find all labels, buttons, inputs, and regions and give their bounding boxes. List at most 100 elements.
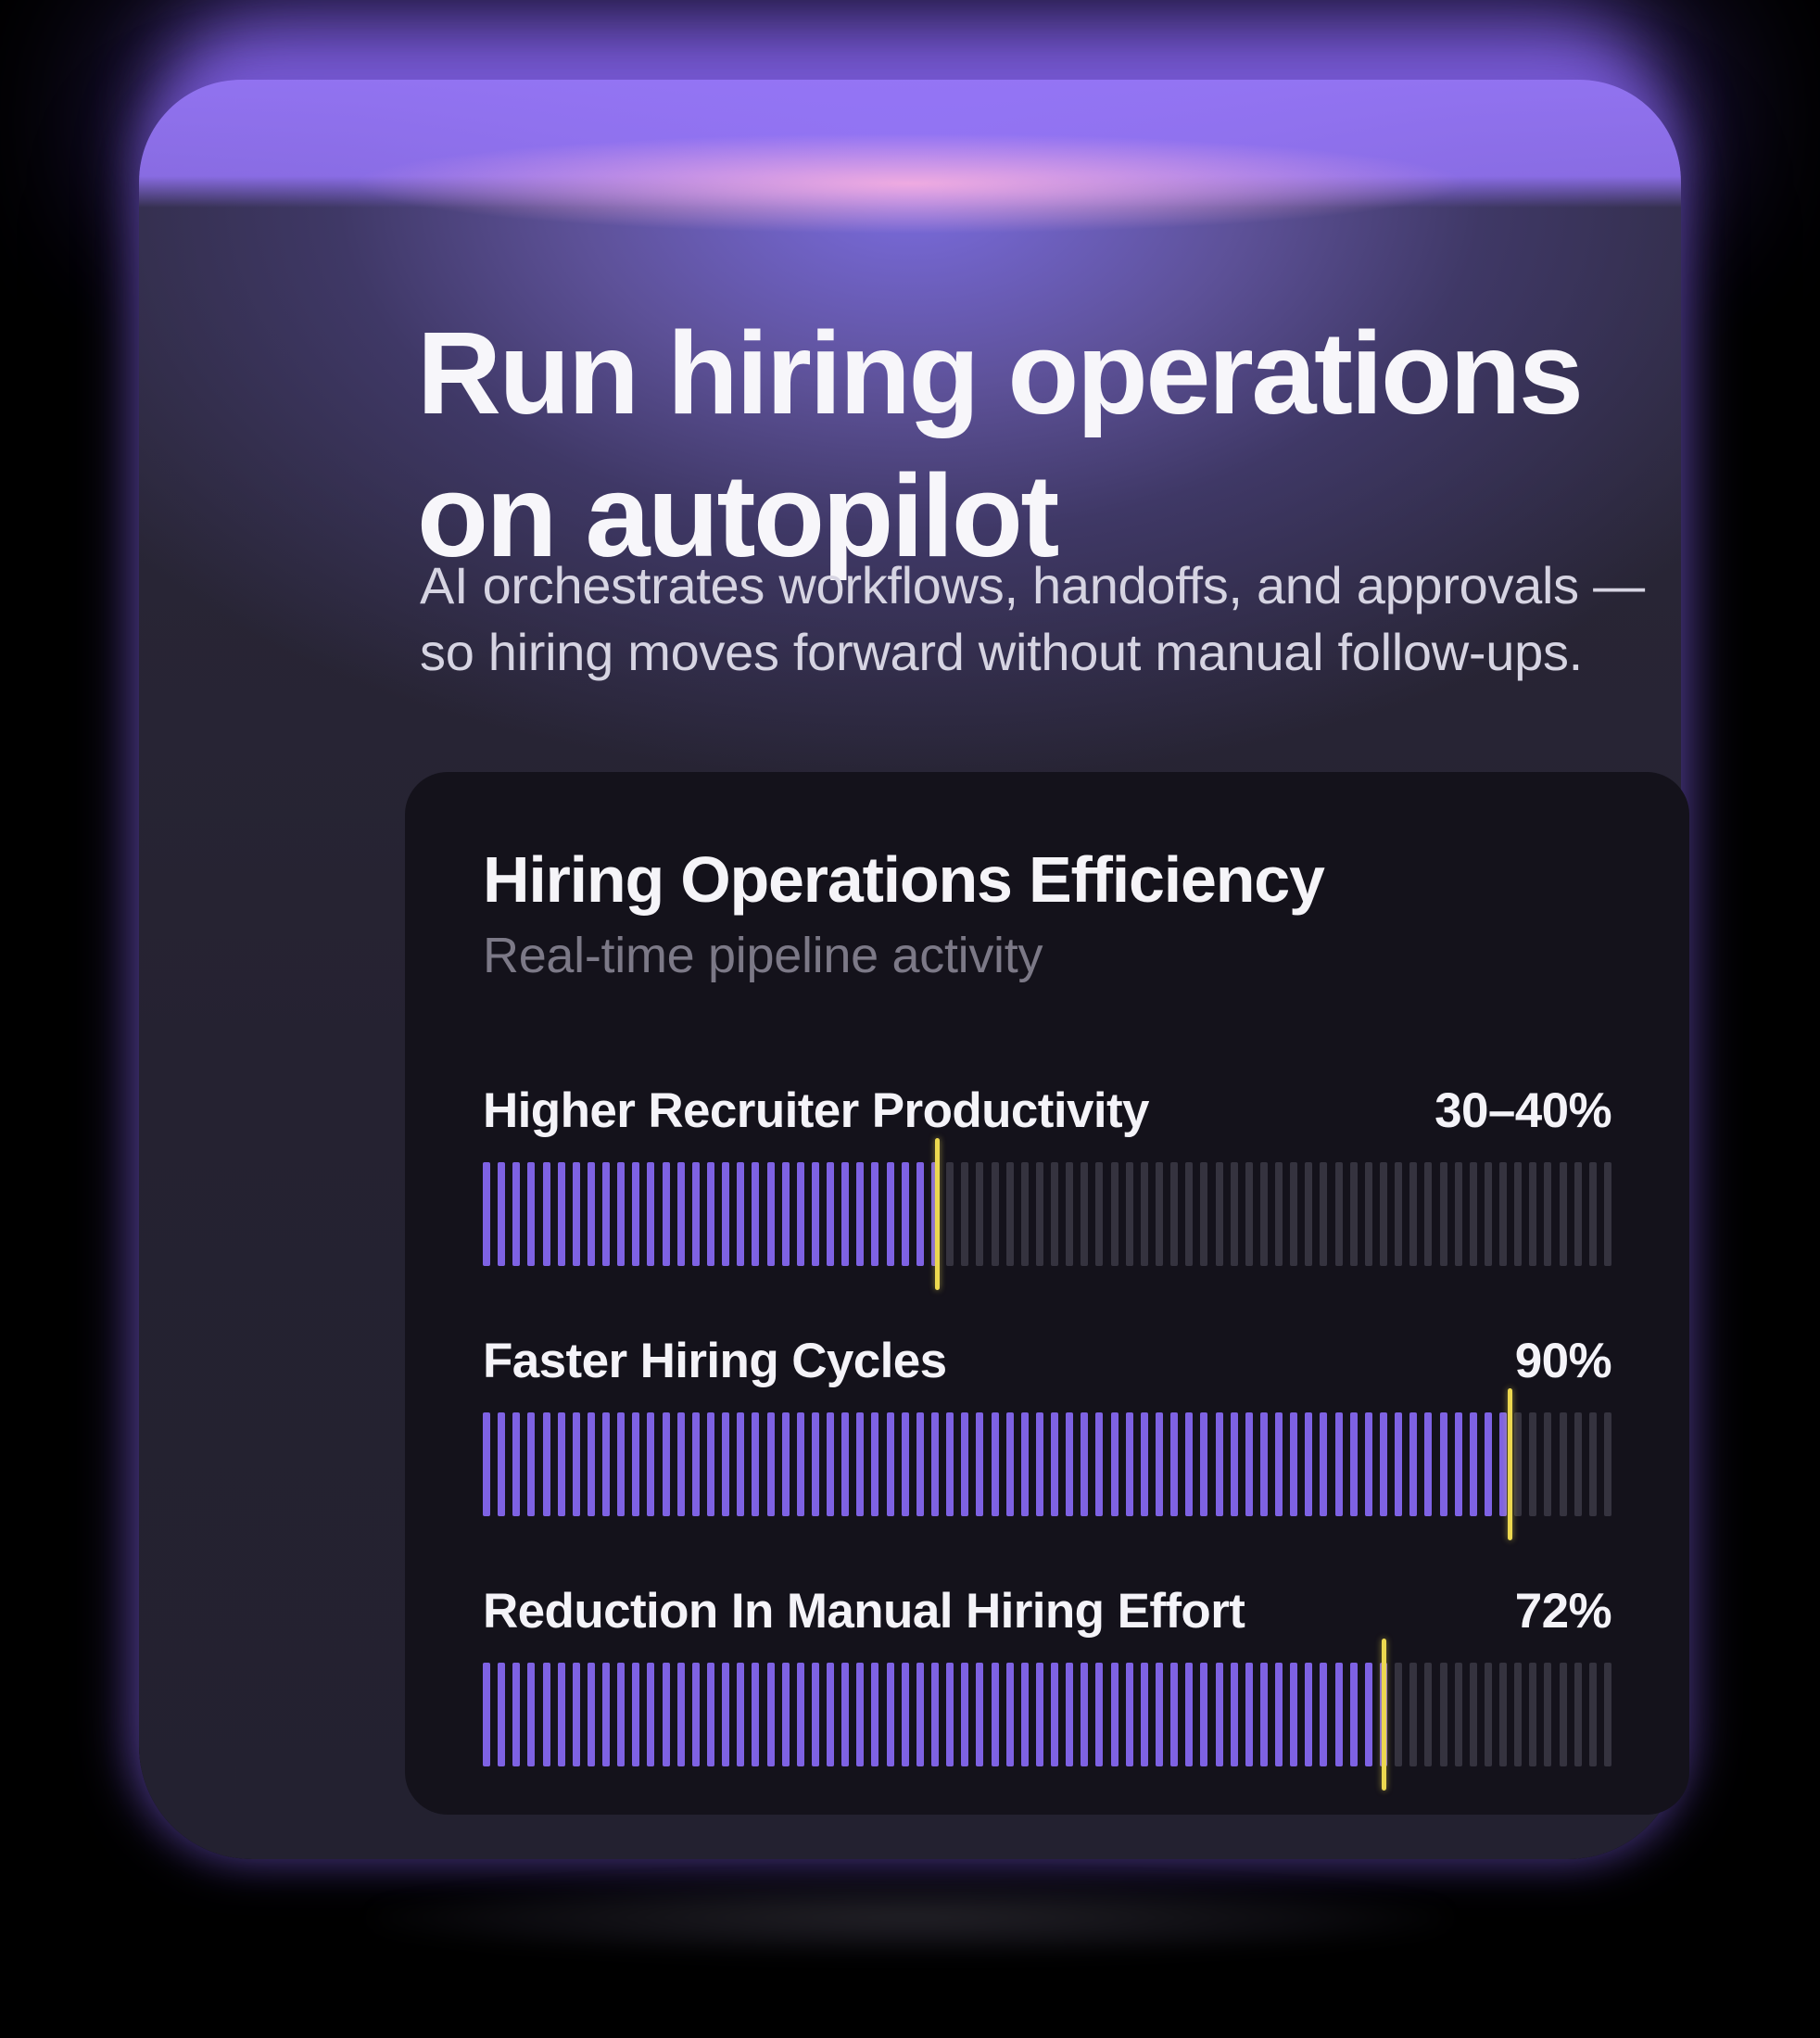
filled-tick: [1320, 1663, 1328, 1766]
empty-tick: [1349, 1162, 1358, 1266]
filled-tick: [841, 1162, 850, 1266]
filled-tick: [572, 1412, 580, 1516]
empty-tick: [1380, 1162, 1387, 1266]
empty-tick: [1588, 1162, 1597, 1266]
filled-tick: [1305, 1412, 1313, 1516]
filled-tick: [1170, 1663, 1179, 1766]
filled-tick: [617, 1162, 626, 1266]
filled-tick: [498, 1162, 506, 1266]
empty-tick: [1574, 1162, 1582, 1266]
filled-tick: [662, 1162, 670, 1266]
filled-tick: [856, 1412, 865, 1516]
empty-tick: [1424, 1663, 1433, 1766]
filled-tick: [1140, 1412, 1148, 1516]
filled-tick: [542, 1412, 550, 1516]
filled-tick: [557, 1412, 565, 1516]
filled-tick: [871, 1663, 879, 1766]
filled-tick: [1051, 1663, 1059, 1766]
filled-tick: [841, 1663, 850, 1766]
empty-tick: [1215, 1162, 1223, 1266]
filled-tick: [1110, 1663, 1119, 1766]
empty-tick: [1484, 1663, 1492, 1766]
filled-tick: [572, 1663, 580, 1766]
filled-tick: [961, 1412, 969, 1516]
filled-tick: [766, 1663, 775, 1766]
filled-tick: [676, 1412, 685, 1516]
filled-tick: [827, 1412, 835, 1516]
filled-tick: [707, 1162, 714, 1266]
filled-tick: [587, 1162, 595, 1266]
filled-tick: [976, 1663, 984, 1766]
filled-tick: [1066, 1412, 1074, 1516]
filled-tick: [1125, 1412, 1133, 1516]
filled-tick: [1020, 1412, 1029, 1516]
metric-bar: [483, 1388, 1611, 1540]
empty-tick: [1439, 1663, 1447, 1766]
filled-tick: [632, 1162, 640, 1266]
filled-tick: [796, 1412, 804, 1516]
filled-tick: [1320, 1412, 1328, 1516]
empty-tick: [1484, 1162, 1492, 1266]
filled-tick: [691, 1663, 700, 1766]
filled-tick: [1364, 1412, 1372, 1516]
filled-tick: [901, 1663, 909, 1766]
filled-tick: [916, 1663, 924, 1766]
filled-tick: [781, 1162, 790, 1266]
empty-tick: [976, 1162, 984, 1266]
empty-tick: [1290, 1162, 1298, 1266]
empty-tick: [1544, 1162, 1552, 1266]
filled-tick: [602, 1162, 611, 1266]
filled-tick: [1275, 1412, 1283, 1516]
filled-tick: [647, 1663, 655, 1766]
page-subtitle-line1: AI orchestrates workflows, handoffs, and…: [420, 556, 1645, 614]
empty-tick: [1066, 1162, 1074, 1266]
filled-tick: [1095, 1412, 1104, 1516]
filled-tick: [1125, 1663, 1133, 1766]
filled-tick: [1051, 1412, 1059, 1516]
empty-tick: [961, 1162, 969, 1266]
filled-tick: [1380, 1412, 1387, 1516]
filled-tick: [587, 1412, 595, 1516]
filled-tick: [1424, 1412, 1433, 1516]
filled-tick: [1035, 1412, 1043, 1516]
filled-tick: [1140, 1663, 1148, 1766]
device-frame: Run hiring operations on autopilot AI orc…: [139, 80, 1689, 1859]
empty-tick: [1604, 1412, 1611, 1516]
filled-tick: [512, 1162, 521, 1266]
empty-tick: [1081, 1162, 1089, 1266]
empty-tick: [1469, 1663, 1477, 1766]
filled-tick: [1200, 1663, 1208, 1766]
value-marker: [934, 1138, 940, 1290]
filled-tick: [557, 1663, 565, 1766]
filled-tick: [1245, 1663, 1253, 1766]
filled-tick: [1334, 1412, 1343, 1516]
filled-tick: [841, 1412, 850, 1516]
filled-tick: [1364, 1663, 1372, 1766]
filled-tick: [542, 1162, 550, 1266]
empty-tick: [1604, 1663, 1611, 1766]
filled-tick: [722, 1663, 730, 1766]
filled-tick: [811, 1412, 819, 1516]
metric-value: 72%: [1514, 1584, 1612, 1639]
empty-tick: [1035, 1162, 1043, 1266]
empty-tick: [1409, 1162, 1418, 1266]
filled-tick: [737, 1412, 745, 1516]
empty-tick: [1559, 1412, 1567, 1516]
filled-tick: [781, 1663, 790, 1766]
filled-tick: [1156, 1412, 1163, 1516]
filled-tick: [1095, 1663, 1104, 1766]
metric-value: 30–40%: [1435, 1083, 1612, 1138]
empty-tick: [1454, 1162, 1462, 1266]
filled-tick: [676, 1663, 685, 1766]
filled-tick: [1349, 1663, 1358, 1766]
filled-tick: [1035, 1663, 1043, 1766]
filled-tick: [1259, 1663, 1268, 1766]
value-marker: [1381, 1639, 1386, 1791]
filled-tick: [1499, 1412, 1508, 1516]
page-title-line1: Run hiring operations: [417, 308, 1584, 438]
filled-tick: [602, 1663, 611, 1766]
filled-tick: [1409, 1412, 1418, 1516]
filled-tick: [976, 1412, 984, 1516]
filled-tick: [916, 1412, 924, 1516]
empty-tick: [1529, 1412, 1537, 1516]
